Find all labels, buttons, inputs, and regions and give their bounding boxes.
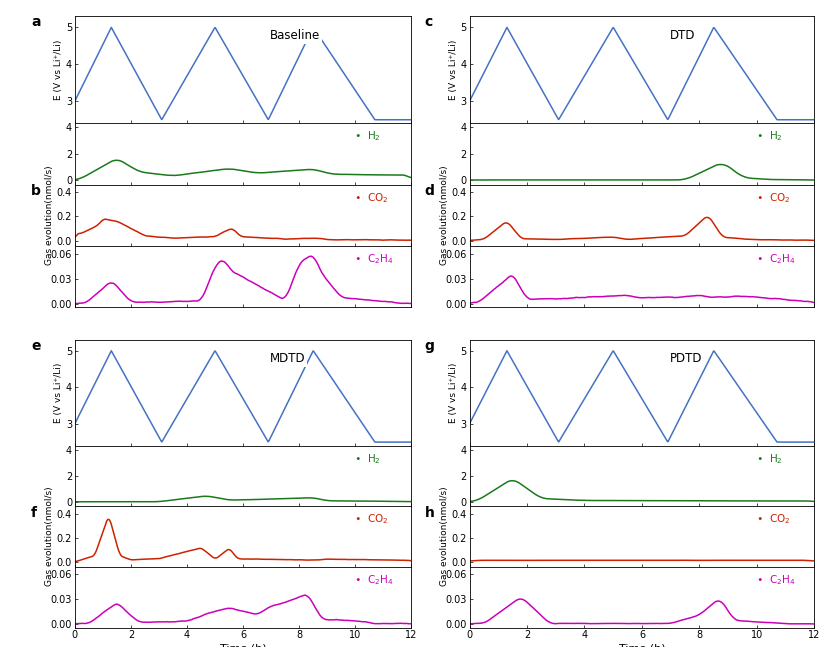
Y-axis label: E (V vs Li⁺/Li): E (V vs Li⁺/Li) [449,39,458,100]
Text: $\bullet$  CO$_2$: $\bullet$ CO$_2$ [755,512,790,526]
Y-axis label: E (V vs Li⁺/Li): E (V vs Li⁺/Li) [54,362,63,423]
Y-axis label: E (V vs Li⁺/Li): E (V vs Li⁺/Li) [54,39,63,100]
Text: $\bullet$  C$_2$H$_4$: $\bullet$ C$_2$H$_4$ [354,252,394,266]
Text: $\bullet$  C$_2$H$_4$: $\bullet$ C$_2$H$_4$ [755,573,795,587]
Y-axis label: Gas evolution(nmol/s): Gas evolution(nmol/s) [45,166,54,265]
Text: b: b [31,184,41,198]
Text: $\bullet$  H$_2$: $\bullet$ H$_2$ [755,452,783,466]
X-axis label: Time (h): Time (h) [618,643,666,647]
Text: g: g [425,338,435,353]
Text: PDTD: PDTD [670,353,702,366]
Text: Baseline: Baseline [270,29,320,42]
Text: c: c [425,15,433,29]
Text: $\bullet$  CO$_2$: $\bullet$ CO$_2$ [354,512,389,526]
Y-axis label: Gas evolution(nmol/s): Gas evolution(nmol/s) [440,487,449,586]
Text: h: h [425,506,435,520]
Text: a: a [31,15,41,29]
Text: f: f [31,506,37,520]
Text: $\bullet$  H$_2$: $\bullet$ H$_2$ [354,129,381,144]
Text: $\bullet$  H$_2$: $\bullet$ H$_2$ [354,452,381,466]
X-axis label: Time (h): Time (h) [219,643,267,647]
Y-axis label: Gas evolution(nmol/s): Gas evolution(nmol/s) [45,487,54,586]
Text: e: e [31,338,41,353]
Text: $\bullet$  C$_2$H$_4$: $\bullet$ C$_2$H$_4$ [755,252,795,266]
Text: $\bullet$  C$_2$H$_4$: $\bullet$ C$_2$H$_4$ [354,573,394,587]
Y-axis label: E (V vs Li⁺/Li): E (V vs Li⁺/Li) [449,362,458,423]
Text: $\bullet$  H$_2$: $\bullet$ H$_2$ [755,129,783,144]
Text: $\bullet$  CO$_2$: $\bullet$ CO$_2$ [354,191,389,204]
Y-axis label: Gas evolution(nmol/s): Gas evolution(nmol/s) [440,166,449,265]
Text: d: d [425,184,435,198]
Text: $\bullet$  CO$_2$: $\bullet$ CO$_2$ [755,191,790,204]
Text: MDTD: MDTD [270,353,306,366]
Text: DTD: DTD [670,29,695,42]
